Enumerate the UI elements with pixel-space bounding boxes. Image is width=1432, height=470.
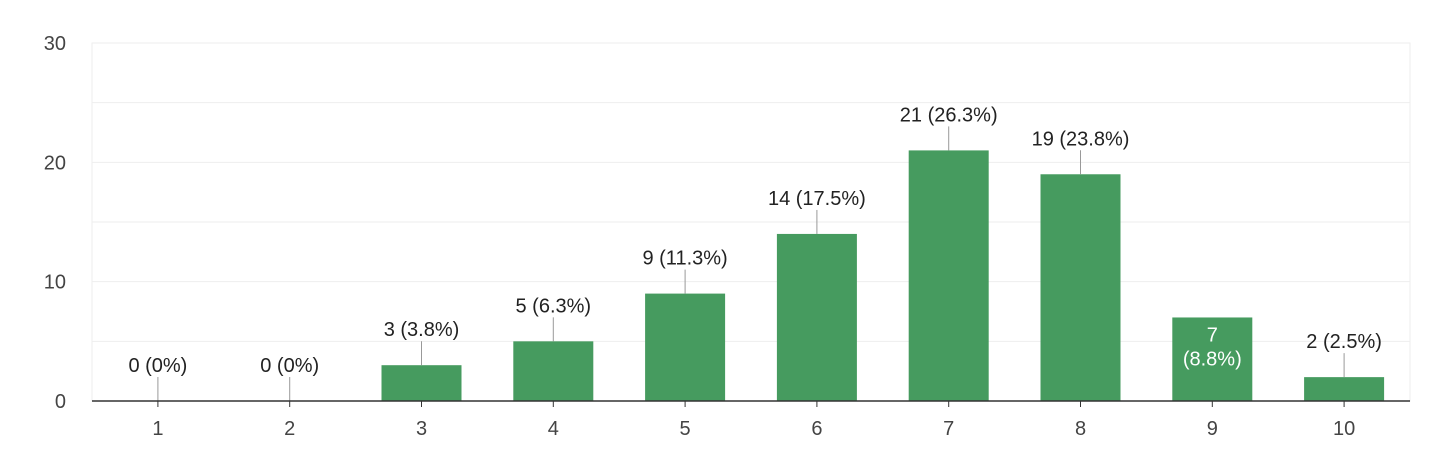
data-label-4: 5 (6.3%) xyxy=(516,295,592,317)
bar-4 xyxy=(513,341,594,401)
data-label-10: 2 (2.5%) xyxy=(1306,331,1382,353)
axis-layer xyxy=(92,400,1410,407)
bar-10 xyxy=(1304,377,1385,401)
data-label-8: 19 (23.8%) xyxy=(1032,128,1130,150)
bar-7 xyxy=(908,150,989,401)
bar-6 xyxy=(776,233,857,401)
x-tick-label-5: 5 xyxy=(680,418,691,440)
data-label-1: 0 (0%) xyxy=(128,355,187,377)
data-label-7: 21 (26.3%) xyxy=(900,104,998,126)
x-tick-label-10: 10 xyxy=(1333,418,1355,440)
bar-9 xyxy=(1172,317,1253,401)
tick-labels-layer: 0 10 20 30 1 2 3 4 5 6 7 8 9 10 xyxy=(44,33,1355,440)
x-tick-label-7: 7 xyxy=(943,418,954,440)
y-tick-label: 20 xyxy=(44,152,66,174)
data-labels-layer: 0 (0%) 0 (0%) 3 (3.8%) 5 (6.3%) 9 (11.3%) 14 … xyxy=(128,104,1381,377)
x-tick-label-3: 3 xyxy=(416,418,427,440)
x-tick-label-4: 4 xyxy=(548,418,559,440)
bar-8 xyxy=(1040,174,1121,401)
data-label-2: 0 (0%) xyxy=(260,355,319,377)
data-label-3: 3 (3.8%) xyxy=(384,319,460,341)
x-tick-label-8: 8 xyxy=(1075,418,1086,440)
x-tick-label-9: 9 xyxy=(1207,418,1218,440)
bar-5 xyxy=(645,293,726,401)
x-tick-label-2: 2 xyxy=(284,418,295,440)
y-tick-label: 10 xyxy=(44,272,66,294)
data-label-9: 7 (8.8%) xyxy=(1183,324,1242,370)
x-tick-label-6: 6 xyxy=(811,418,822,440)
leaders-layer xyxy=(157,126,1345,401)
bar-3 xyxy=(381,365,462,401)
x-tick-label-1: 1 xyxy=(152,418,163,440)
bars-layer xyxy=(381,150,1385,401)
data-label-6: 14 (17.5%) xyxy=(768,188,866,210)
y-tick-label: 30 xyxy=(44,33,66,55)
y-tick-label: 0 xyxy=(55,391,66,413)
data-label-5: 9 (11.3%) xyxy=(642,248,727,270)
